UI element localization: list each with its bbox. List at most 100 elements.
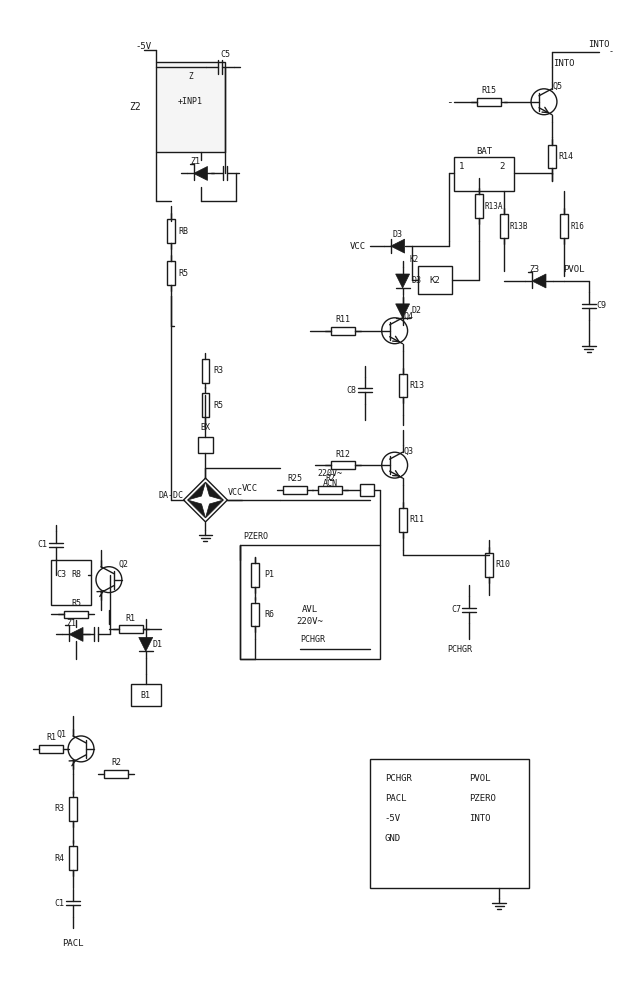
Bar xyxy=(202,393,209,417)
Circle shape xyxy=(382,318,408,344)
Text: Z1: Z1 xyxy=(66,619,76,628)
Text: R6: R6 xyxy=(264,610,274,619)
Polygon shape xyxy=(391,239,404,253)
Bar xyxy=(477,98,501,106)
Text: INTO: INTO xyxy=(553,59,574,68)
Bar xyxy=(548,145,556,168)
Circle shape xyxy=(382,452,408,478)
Polygon shape xyxy=(205,482,223,500)
Text: R11: R11 xyxy=(409,515,424,524)
Bar xyxy=(370,759,529,888)
Circle shape xyxy=(68,736,94,762)
Text: -5V: -5V xyxy=(136,42,152,51)
Polygon shape xyxy=(396,304,410,318)
Text: D3: D3 xyxy=(411,276,422,285)
Text: Q4: Q4 xyxy=(404,312,413,321)
Text: R8: R8 xyxy=(71,570,81,579)
Bar xyxy=(500,214,508,238)
Text: 220V~: 220V~ xyxy=(317,469,343,478)
Text: R25: R25 xyxy=(288,474,303,483)
Text: C1: C1 xyxy=(54,899,64,908)
Text: R13A: R13A xyxy=(485,202,504,211)
Text: DA-DC: DA-DC xyxy=(158,491,183,500)
Text: -5V: -5V xyxy=(385,814,401,823)
Text: R4: R4 xyxy=(54,854,64,863)
Text: -: - xyxy=(446,97,453,107)
Text: 1: 1 xyxy=(459,162,464,171)
Text: C3: C3 xyxy=(56,570,66,579)
Circle shape xyxy=(96,567,122,593)
Polygon shape xyxy=(188,482,205,500)
Bar xyxy=(454,157,514,191)
Text: Q2: Q2 xyxy=(119,560,129,569)
Polygon shape xyxy=(396,274,410,288)
Text: R5: R5 xyxy=(71,599,81,608)
Bar xyxy=(69,797,77,821)
Bar xyxy=(360,484,374,496)
Text: PCHGR: PCHGR xyxy=(385,774,411,783)
Text: R3: R3 xyxy=(54,804,64,813)
Text: R10: R10 xyxy=(495,560,511,569)
Text: R11: R11 xyxy=(336,315,350,324)
Text: P1: P1 xyxy=(264,570,274,579)
Text: D2: D2 xyxy=(411,306,422,315)
Bar xyxy=(485,553,493,577)
Text: B1: B1 xyxy=(141,691,151,700)
Text: R12: R12 xyxy=(336,450,350,459)
Text: GND: GND xyxy=(385,834,401,843)
Text: PVOL: PVOL xyxy=(563,265,585,274)
Text: PZERO: PZERO xyxy=(243,532,269,541)
Text: VCC: VCC xyxy=(242,484,258,493)
Bar xyxy=(119,625,143,633)
Polygon shape xyxy=(139,637,153,651)
Polygon shape xyxy=(205,500,223,518)
Text: PCHGR: PCHGR xyxy=(447,645,472,654)
Bar xyxy=(104,770,128,778)
Bar xyxy=(131,684,161,706)
Bar xyxy=(475,194,483,218)
Bar xyxy=(240,545,380,659)
Text: R5: R5 xyxy=(214,401,224,410)
Text: D1: D1 xyxy=(153,640,162,649)
Text: PACL: PACL xyxy=(385,794,406,803)
Text: +INP1: +INP1 xyxy=(178,97,203,106)
Text: C1: C1 xyxy=(37,540,47,549)
Bar xyxy=(252,603,259,626)
Text: PCHGR: PCHGR xyxy=(300,635,325,644)
Text: VCC: VCC xyxy=(349,242,366,251)
Bar xyxy=(318,486,342,494)
Text: Z3: Z3 xyxy=(529,265,539,274)
Text: R16: R16 xyxy=(571,222,585,231)
Text: K2: K2 xyxy=(410,255,419,264)
Bar xyxy=(252,563,259,587)
Bar xyxy=(198,437,214,453)
Text: PZERO: PZERO xyxy=(470,794,496,803)
Bar xyxy=(64,611,88,618)
Bar xyxy=(331,461,355,469)
Bar xyxy=(560,214,568,238)
Text: 2: 2 xyxy=(499,162,505,171)
Text: Z: Z xyxy=(188,72,193,81)
Text: Z1: Z1 xyxy=(190,157,200,166)
Text: BAT: BAT xyxy=(476,147,492,156)
Text: D3: D3 xyxy=(392,230,403,239)
Circle shape xyxy=(531,89,557,115)
Text: R1: R1 xyxy=(126,614,136,623)
Text: R3: R3 xyxy=(214,366,224,375)
Text: PACL: PACL xyxy=(63,939,84,948)
Bar xyxy=(418,266,453,294)
Text: 220V~: 220V~ xyxy=(296,617,324,626)
Text: R13B: R13B xyxy=(510,222,528,231)
Bar xyxy=(283,486,307,494)
Polygon shape xyxy=(69,627,83,641)
Text: C9: C9 xyxy=(597,301,607,310)
Bar xyxy=(202,359,209,383)
Bar xyxy=(51,560,91,605)
Text: C8: C8 xyxy=(347,386,357,395)
Text: Q5: Q5 xyxy=(553,82,563,91)
Text: INTO: INTO xyxy=(470,814,491,823)
Text: -: - xyxy=(608,47,613,56)
Text: Z2: Z2 xyxy=(129,102,141,112)
Bar xyxy=(69,846,77,870)
Text: R15: R15 xyxy=(482,86,497,95)
